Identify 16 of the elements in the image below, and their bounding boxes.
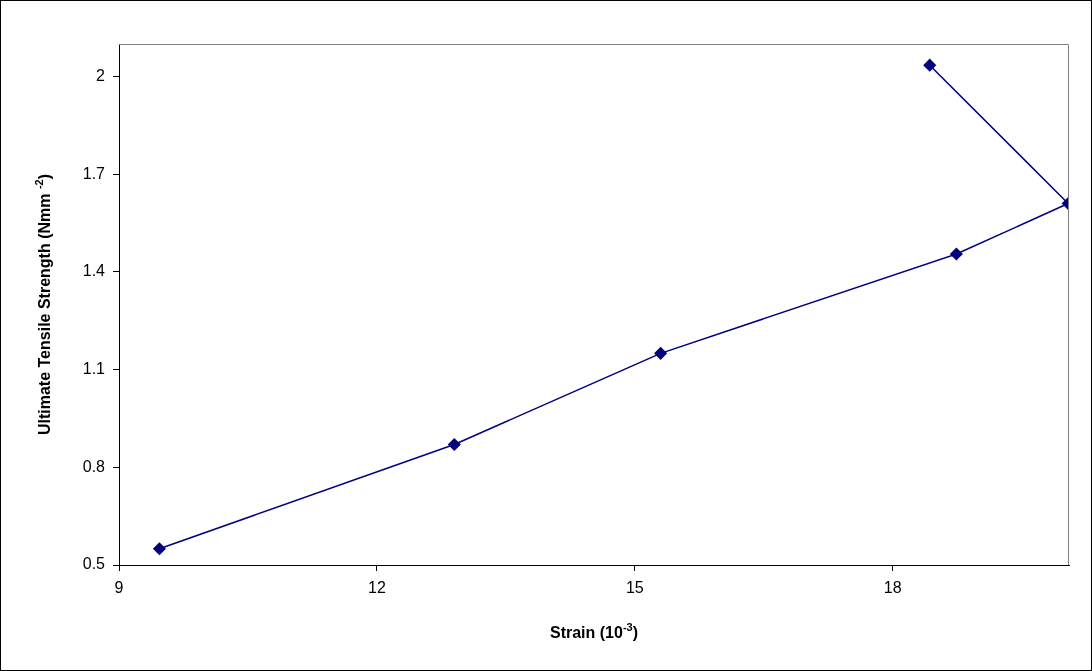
y-axis-title: Ultimate Tensile Strength (Nmm -2) (33, 173, 54, 436)
y-tick-label: 1.4 (82, 262, 106, 280)
x-tick-label: 18 (883, 579, 902, 597)
y-tick-label: 1.7 (82, 164, 106, 182)
x-tick-label: 15 (625, 579, 644, 597)
x-tick-label: 9 (114, 579, 124, 597)
point (153, 542, 166, 555)
point (654, 347, 667, 360)
y-tick-label: 2 (96, 66, 106, 84)
point (923, 58, 936, 72)
y-tick-label: 1.1 (82, 360, 106, 378)
point (950, 247, 963, 261)
x-tick-label: 12 (368, 579, 386, 597)
y-tick-label: 0.8 (82, 457, 106, 475)
y-tick-label: 0.5 (82, 555, 106, 573)
point (448, 438, 461, 451)
